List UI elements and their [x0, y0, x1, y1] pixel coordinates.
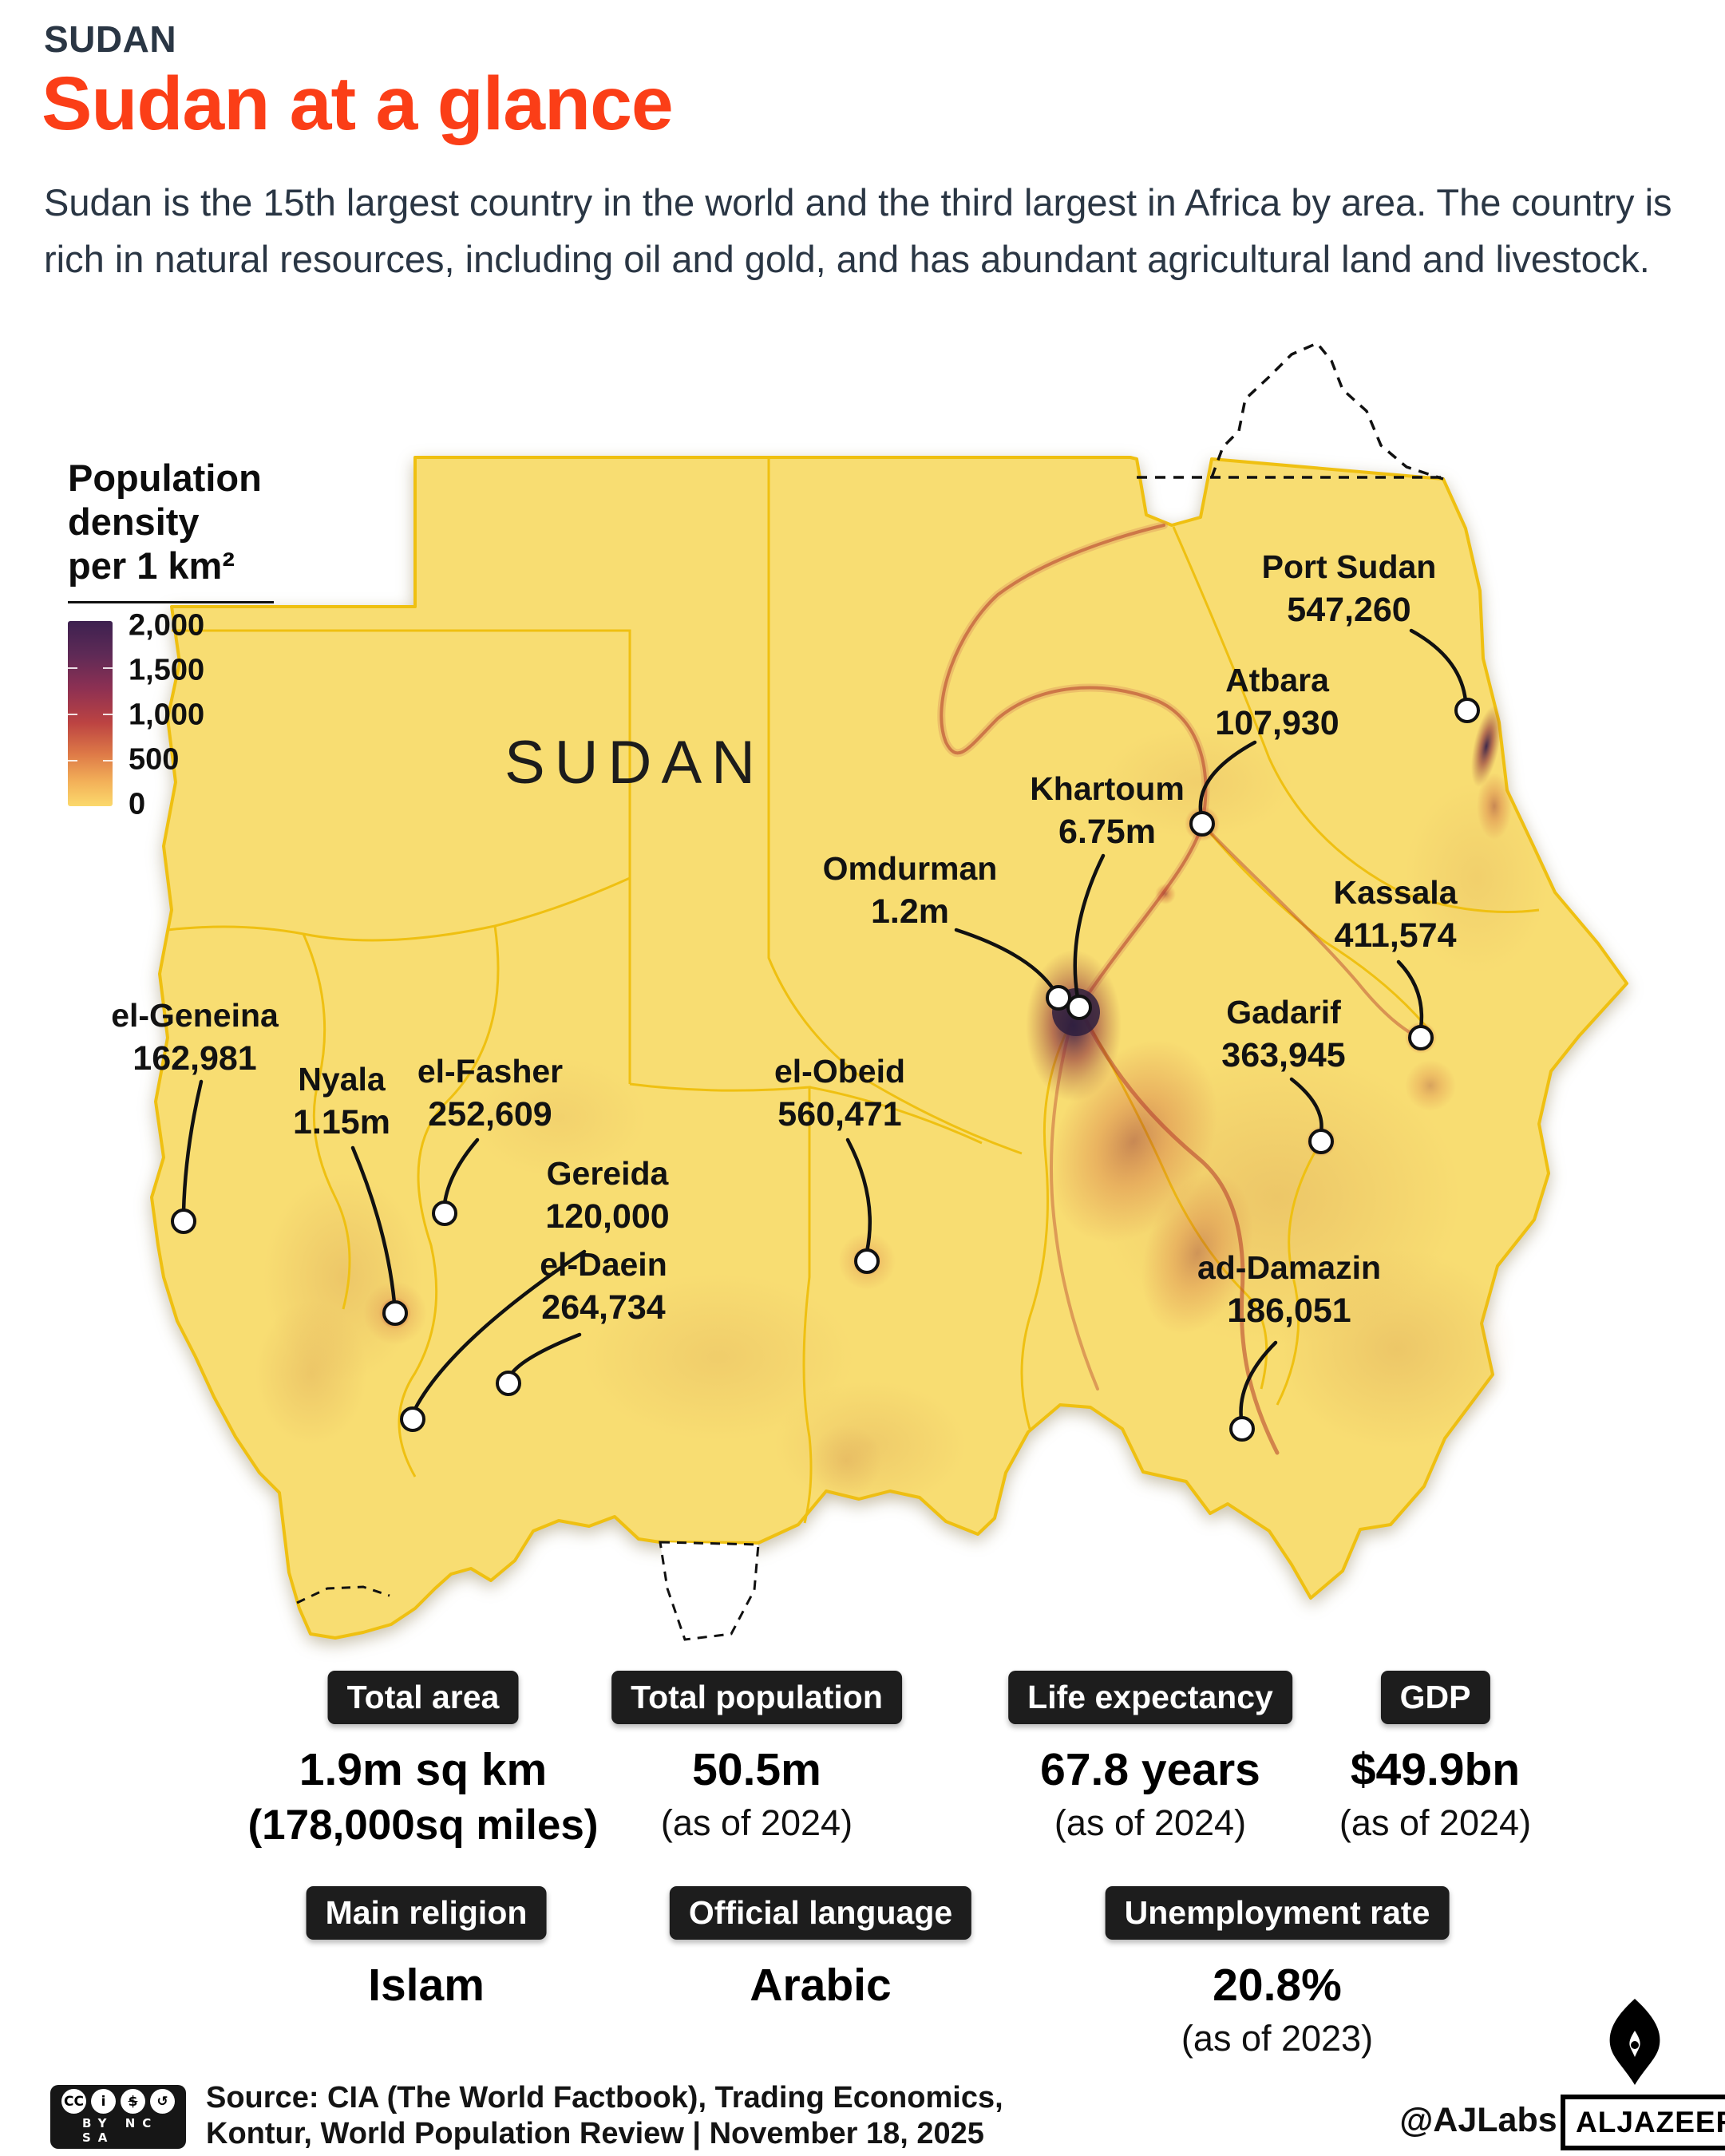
city-label-khartoum: Khartoum 6.75m: [1030, 768, 1185, 855]
stat-badge: Official language: [669, 1886, 972, 1940]
page-title: Sudan at a glance: [42, 61, 674, 146]
stat-note: (as of 2023): [1181, 2018, 1374, 2059]
city-label-omdurman: Omdurman 1.2m: [823, 848, 998, 935]
cc-icon: CC: [61, 2089, 86, 2114]
city-population: 186,051: [1227, 1292, 1351, 1331]
description: Sudan is the 15th largest country in the…: [44, 181, 1672, 281]
stat-value: 67.8 years: [1040, 1744, 1260, 1795]
stat-note: (as of 2024): [1054, 1802, 1247, 1843]
stat-badge: Life expectancy: [1008, 1671, 1292, 1724]
city-label-el-geneina: el-Geneina 162,981: [111, 995, 279, 1082]
city-population: 252,609: [428, 1095, 552, 1134]
city-name: el-Daein: [540, 1246, 667, 1283]
stat-note: (as of 2024): [1339, 1802, 1532, 1843]
cc-labels: BY NC SA: [82, 2116, 159, 2145]
city-label-ad-damazin: ad-Damazin 186,051: [1197, 1247, 1381, 1334]
stat-badge: GDP: [1380, 1671, 1490, 1724]
city-name: el-Fasher: [417, 1053, 564, 1090]
city-dots: [171, 698, 1480, 1442]
stat-value-secondary: (178,000sq miles): [247, 1802, 599, 1849]
stat-value: Islam: [368, 1960, 485, 2011]
city-population: 1.2m: [870, 892, 950, 932]
stat-unemployment-rate: Unemployment rate 20.8% (as of 2023): [1105, 1886, 1450, 2059]
stat-badge: Total population: [611, 1671, 902, 1724]
legend-tick: 0: [129, 787, 146, 821]
city-population: 363,945: [1221, 1036, 1346, 1075]
cc-by-icon: i: [91, 2089, 116, 2114]
aljazeera-flame-icon: [1609, 1999, 1660, 2085]
stat-badge: Unemployment rate: [1105, 1886, 1450, 1940]
city-label-gereida: Gereida 120,000: [545, 1153, 669, 1240]
city-name: Nyala: [298, 1061, 386, 1098]
stat-value: $49.9bn: [1350, 1744, 1521, 1795]
stat-official-language: Official language Arabic: [669, 1886, 972, 2012]
city-name: Gadarif: [1226, 994, 1341, 1031]
city-name: el-Obeid: [773, 1053, 906, 1090]
kicker: SUDAN: [44, 18, 177, 60]
abyei-dashed-area: [659, 1541, 760, 1641]
stat-value: 50.5m: [692, 1744, 821, 1795]
city-name: Atbara: [1225, 662, 1329, 698]
stat-gdp: GDP $49.9bn (as of 2024): [1339, 1671, 1531, 1844]
city-name: ad-Damazin: [1197, 1249, 1382, 1286]
country-name-label: SUDAN: [504, 729, 766, 797]
halaib-dashed-border: [1137, 341, 1444, 481]
south-darfur-dashed-border: [296, 1585, 390, 1604]
city-label-kassala: Kassala 411,574: [1333, 872, 1457, 959]
city-population: 6.75m: [1058, 813, 1156, 852]
source-line: Kontur, World Population Review | Novemb…: [206, 2116, 984, 2150]
density-legend: Population density per 1 km² 2,000 1,500…: [68, 457, 274, 821]
city-name: Omdurman: [822, 850, 998, 887]
city-label-el-fasher: el-Fasher 252,609: [417, 1050, 563, 1137]
legend-tick: 500: [129, 742, 180, 777]
legend-title: Population density per 1 km²: [68, 457, 262, 587]
creative-commons-badge: CC i $ ↺ BY NC SA: [50, 2085, 186, 2149]
city-population: 120,000: [545, 1197, 670, 1236]
source-attribution: Source: CIA (The World Factbook), Tradin…: [206, 2080, 1003, 2152]
source-line: Source: CIA (The World Factbook), Tradin…: [206, 2081, 1003, 2114]
city-population: 1.15m: [293, 1103, 390, 1142]
city-label-nyala: Nyala 1.15m: [293, 1058, 390, 1145]
stat-value: Arabic: [750, 1960, 892, 2011]
city-name: Kassala: [1333, 874, 1458, 911]
legend-tick: 1,500: [129, 653, 205, 687]
stat-total-population: Total population 50.5m (as of 2024): [611, 1671, 902, 1844]
city-population: 264,734: [541, 1288, 666, 1327]
city-name: el-Geneina: [111, 997, 279, 1034]
stat-total-area: Total area 1.9m sq km (178,000sq miles): [247, 1671, 599, 1849]
stat-value: 1.9m sq km: [299, 1744, 548, 1795]
ajlabs-credit: @AJLabs: [1399, 2101, 1557, 2139]
stat-main-religion: Main religion Islam: [306, 1886, 547, 2012]
stat-value: 20.8%: [1213, 1960, 1342, 2011]
city-population: 547,260: [1287, 591, 1411, 630]
legend-gradient-bar: [68, 620, 113, 806]
city-name: Gereida: [546, 1155, 669, 1192]
city-name: Khartoum: [1030, 770, 1185, 807]
city-name: Port Sudan: [1261, 548, 1437, 585]
leader-lines: [181, 628, 1468, 1422]
city-population: 162,981: [133, 1039, 257, 1078]
city-label-port-sudan: Port Sudan 547,260: [1262, 546, 1437, 633]
cc-sa-icon: ↺: [150, 2089, 175, 2114]
city-label-gadarif: Gadarif 363,945: [1221, 991, 1345, 1078]
stat-badge: Main religion: [306, 1886, 547, 1940]
aljazeera-logo: ALJAZEERA: [1561, 2095, 1725, 2150]
cc-nc-icon: $: [121, 2089, 145, 2114]
stat-life-expectancy: Life expectancy 67.8 years (as of 2024): [1008, 1671, 1292, 1844]
stat-note: (as of 2024): [660, 1802, 853, 1843]
legend-divider: [68, 600, 274, 603]
city-label-el-obeid: el-Obeid 560,471: [774, 1050, 905, 1137]
city-label-el-daein: el-Daein 264,734: [540, 1244, 667, 1331]
city-population: 560,471: [777, 1095, 902, 1134]
city-population: 107,930: [1215, 704, 1339, 743]
city-population: 411,574: [1334, 916, 1457, 955]
stat-badge: Total area: [327, 1671, 519, 1724]
legend-tick: 1,000: [129, 698, 205, 732]
city-label-atbara: Atbara 107,930: [1215, 659, 1339, 746]
legend-color-scale: 2,000 1,500 1,000 500 0: [68, 608, 274, 821]
legend-tick: 2,000: [129, 608, 205, 643]
